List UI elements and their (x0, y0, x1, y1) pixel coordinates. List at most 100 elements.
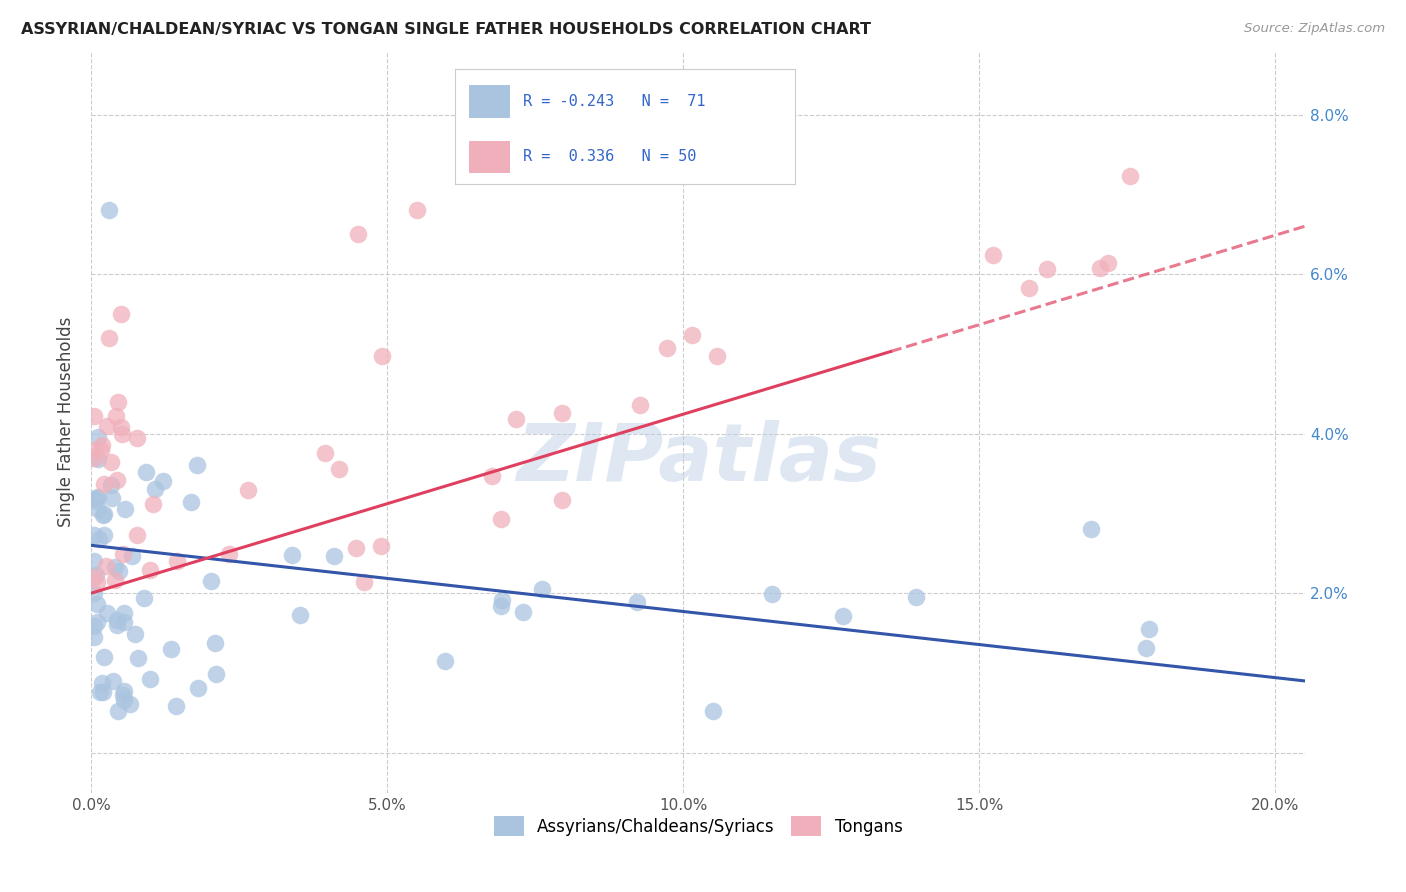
Point (489, 512, 512, 526)
Point (152, 475, 174, 489)
Point (83, 554, 105, 568)
Point (93, 685, 115, 699)
Point (489, 599, 512, 613)
Text: ZIPatlas: ZIPatlas (516, 420, 880, 498)
Point (104, 560, 127, 574)
Point (86, 491, 108, 505)
Point (530, 582, 553, 597)
Legend: Assyrians/Chaldeans/Syriacs, Tongans: Assyrians/Chaldeans/Syriacs, Tongans (494, 816, 903, 837)
Point (218, 547, 240, 561)
Point (135, 465, 157, 479)
Point (434, 654, 457, 668)
Point (121, 549, 143, 563)
Point (84, 568, 107, 582)
Point (655, 342, 678, 356)
Point (139, 563, 162, 577)
Point (180, 495, 202, 509)
Point (204, 636, 226, 650)
Point (96, 419, 118, 434)
Point (87, 452, 110, 467)
Point (702, 704, 724, 718)
Point (112, 688, 135, 702)
Point (100, 478, 122, 492)
Point (706, 349, 728, 363)
Point (370, 539, 392, 553)
Point (288, 607, 311, 622)
Point (110, 420, 132, 434)
Point (87, 430, 110, 444)
Point (114, 502, 136, 516)
Point (89, 685, 111, 699)
Point (134, 591, 156, 606)
Point (127, 431, 149, 445)
Point (626, 594, 648, 608)
Point (405, 203, 427, 218)
Point (353, 574, 375, 589)
Point (832, 608, 855, 623)
Point (761, 587, 783, 601)
Point (93, 528, 115, 542)
Point (83, 570, 105, 584)
Point (105, 473, 128, 487)
Point (346, 227, 368, 242)
Point (905, 591, 928, 605)
Point (186, 458, 208, 472)
Point (90, 675, 112, 690)
Point (1135, 640, 1157, 655)
Point (97, 331, 120, 345)
Point (83, 442, 105, 457)
Point (125, 528, 148, 542)
Point (166, 554, 188, 568)
Point (143, 482, 166, 496)
Point (93, 508, 115, 523)
Point (160, 642, 183, 657)
Point (139, 673, 162, 687)
Point (100, 491, 122, 505)
Point (83, 619, 105, 633)
Point (112, 684, 135, 698)
Point (83, 528, 105, 542)
Point (83, 586, 105, 600)
Point (87, 502, 110, 516)
Point (94, 559, 117, 574)
Point (90, 442, 112, 457)
Point (90, 438, 112, 452)
Point (314, 446, 336, 460)
Point (93, 477, 115, 491)
Point (86, 598, 108, 612)
Point (328, 462, 350, 476)
Point (1080, 522, 1102, 536)
Point (104, 573, 127, 587)
Point (200, 574, 222, 588)
Point (105, 614, 128, 628)
Point (165, 698, 187, 713)
Point (118, 697, 141, 711)
Point (86, 615, 108, 629)
Point (1088, 260, 1111, 275)
Point (512, 605, 534, 619)
Point (505, 412, 527, 426)
Point (83, 409, 105, 423)
Point (107, 394, 129, 409)
Point (370, 350, 392, 364)
Point (1097, 256, 1119, 270)
Point (322, 549, 344, 564)
Point (551, 492, 574, 507)
Point (108, 564, 131, 578)
Point (83, 493, 105, 508)
Point (681, 328, 703, 343)
Point (87, 532, 110, 546)
Point (1118, 169, 1140, 183)
Point (100, 455, 122, 469)
Point (101, 673, 124, 688)
Point (112, 693, 135, 707)
Point (111, 427, 134, 442)
Text: ASSYRIAN/CHALDEAN/SYRIAC VS TONGAN SINGLE FATHER HOUSEHOLDS CORRELATION CHART: ASSYRIAN/CHALDEAN/SYRIAC VS TONGAN SINGL… (21, 22, 872, 37)
Point (112, 615, 135, 629)
Point (110, 307, 132, 321)
Point (280, 548, 302, 562)
Point (1036, 262, 1059, 277)
Point (93, 650, 115, 665)
Point (93, 507, 115, 521)
Point (1137, 622, 1160, 636)
